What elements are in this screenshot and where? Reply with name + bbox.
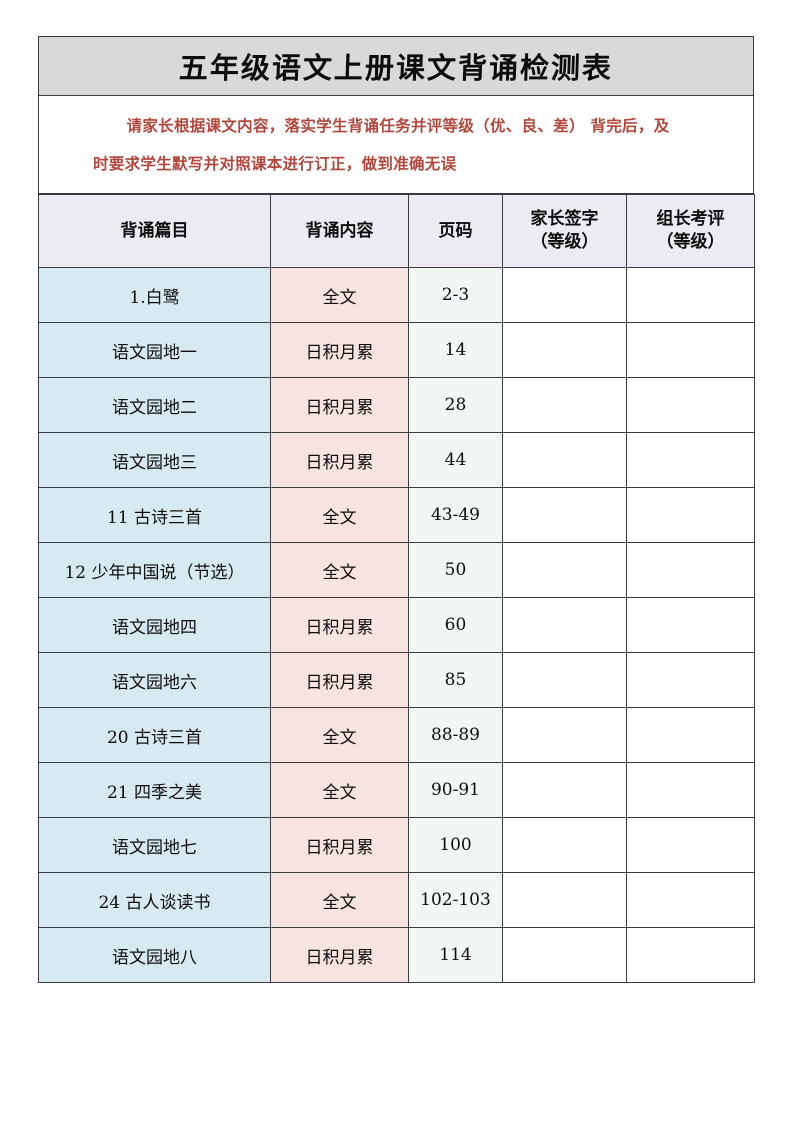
leader-review-cell[interactable] <box>626 762 755 818</box>
parent-signature-cell[interactable] <box>502 267 627 323</box>
column-header-page: 页码 <box>408 194 503 268</box>
leader-review-cell[interactable] <box>626 267 755 323</box>
recitation-title-cell: 20 古诗三首 <box>38 707 271 763</box>
column-header-parent-signature: 家长签字 （等级） <box>502 194 627 268</box>
leader-review-cell[interactable] <box>626 432 755 488</box>
column-header-title: 背诵篇目 <box>38 194 271 268</box>
table-row: 12 少年中国说（节选） 全文 50 <box>38 542 755 598</box>
recitation-title-cell: 语文园地七 <box>38 817 271 873</box>
page-number-cell: 85 <box>408 652 503 708</box>
recitation-check-table: 背诵篇目 背诵内容 页码 家长签字 （等级） 组长考评 （等级） 1.白鹭 全文 2… <box>38 194 755 983</box>
leader-review-cell[interactable] <box>626 322 755 378</box>
page-number-cell: 50 <box>408 542 503 598</box>
recitation-title-cell: 1.白鹭 <box>38 267 271 323</box>
leader-review-cell[interactable] <box>626 652 755 708</box>
recitation-content-cell: 全文 <box>270 487 409 543</box>
page-number-cell: 2-3 <box>408 267 503 323</box>
table-row: 1.白鹭 全文 2-3 <box>38 267 755 323</box>
leader-review-cell[interactable] <box>626 872 755 928</box>
parent-signature-cell[interactable] <box>502 487 627 543</box>
recitation-content-cell: 全文 <box>270 542 409 598</box>
parent-signature-cell[interactable] <box>502 927 627 983</box>
parent-signature-cell[interactable] <box>502 322 627 378</box>
recitation-content-cell: 日积月累 <box>270 927 409 983</box>
leader-review-cell[interactable] <box>626 817 755 873</box>
recitation-content-cell: 日积月累 <box>270 432 409 488</box>
table-row: 20 古诗三首 全文 88-89 <box>38 707 755 763</box>
recitation-title-cell: 语文园地一 <box>38 322 271 378</box>
page-number-cell: 102-103 <box>408 872 503 928</box>
recitation-title-cell: 12 少年中国说（节选） <box>38 542 271 598</box>
recitation-title-cell: 24 古人谈读书 <box>38 872 271 928</box>
table-header-row: 背诵篇目 背诵内容 页码 家长签字 （等级） 组长考评 （等级） <box>38 194 755 268</box>
table-row: 语文园地六 日积月累 85 <box>38 652 755 708</box>
column-header-leader-review: 组长考评 （等级） <box>626 194 755 268</box>
table-row: 语文园地四 日积月累 60 <box>38 597 755 653</box>
page-number-cell: 114 <box>408 927 503 983</box>
page-title: 五年级语文上册课文背诵检测表 <box>178 51 614 85</box>
recitation-content-cell: 日积月累 <box>270 817 409 873</box>
parent-signature-cell[interactable] <box>502 872 627 928</box>
recitation-content-cell: 日积月累 <box>270 322 409 378</box>
table-row: 语文园地七 日积月累 100 <box>38 817 755 873</box>
recitation-title-cell: 语文园地四 <box>38 597 271 653</box>
page-number-cell: 90-91 <box>408 762 503 818</box>
table-row: 语文园地八 日积月累 114 <box>38 927 755 983</box>
column-header-parent-signature-main: 家长签字 <box>530 209 599 230</box>
recitation-title-cell: 21 四季之美 <box>38 762 271 818</box>
notice-line-2: 时要求学生默写并对照课本进行订正，做到准确无误 <box>93 153 457 173</box>
parent-signature-cell[interactable] <box>502 817 627 873</box>
recitation-title-cell: 语文园地八 <box>38 927 271 983</box>
parent-signature-cell[interactable] <box>502 432 627 488</box>
page-number-cell: 88-89 <box>408 707 503 763</box>
column-header-content: 背诵内容 <box>270 194 409 268</box>
leader-review-cell[interactable] <box>626 542 755 598</box>
document-title-banner: 五年级语文上册课文背诵检测表 <box>38 36 754 96</box>
page-number-cell: 43-49 <box>408 487 503 543</box>
parent-signature-cell[interactable] <box>502 762 627 818</box>
recitation-title-cell: 语文园地六 <box>38 652 271 708</box>
column-header-parent-signature-sub: （等级） <box>530 232 599 252</box>
recitation-content-cell: 日积月累 <box>270 597 409 653</box>
parent-signature-cell[interactable] <box>502 707 627 763</box>
table-row: 语文园地一 日积月累 14 <box>38 322 755 378</box>
recitation-title-cell: 语文园地三 <box>38 432 271 488</box>
leader-review-cell[interactable] <box>626 377 755 433</box>
leader-review-cell[interactable] <box>626 707 755 763</box>
table-row: 语文园地三 日积月累 44 <box>38 432 755 488</box>
notice-block: 请家长根据课文内容，落实学生背诵任务并评等级（优、良、差） 背完后，及 时要求学… <box>38 96 754 194</box>
column-header-leader-review-sub: （等级） <box>656 232 725 252</box>
parent-signature-cell[interactable] <box>502 597 627 653</box>
recitation-content-cell: 全文 <box>270 762 409 818</box>
leader-review-cell[interactable] <box>626 597 755 653</box>
notice-line-1: 请家长根据课文内容，落实学生背诵任务并评等级（优、良、差） 背完后，及 <box>126 115 670 135</box>
recitation-title-cell: 11 古诗三首 <box>38 487 271 543</box>
column-header-leader-review-main: 组长考评 <box>656 209 725 230</box>
page-number-cell: 44 <box>408 432 503 488</box>
page-number-cell: 60 <box>408 597 503 653</box>
recitation-content-cell: 全文 <box>270 267 409 323</box>
table-row: 语文园地二 日积月累 28 <box>38 377 755 433</box>
parent-signature-cell[interactable] <box>502 652 627 708</box>
page-number-cell: 14 <box>408 322 503 378</box>
table-body: 1.白鹭 全文 2-3 语文园地一 日积月累 14 语文园地二 日积月累 28 语文园地三 日积月累… <box>38 267 755 983</box>
table-row: 21 四季之美 全文 90-91 <box>38 762 755 818</box>
leader-review-cell[interactable] <box>626 487 755 543</box>
page-number-cell: 100 <box>408 817 503 873</box>
parent-signature-cell[interactable] <box>502 377 627 433</box>
recitation-content-cell: 日积月累 <box>270 652 409 708</box>
table-row: 11 古诗三首 全文 43-49 <box>38 487 755 543</box>
recitation-content-cell: 日积月累 <box>270 377 409 433</box>
page-number-cell: 28 <box>408 377 503 433</box>
recitation-content-cell: 全文 <box>270 707 409 763</box>
recitation-content-cell: 全文 <box>270 872 409 928</box>
recitation-title-cell: 语文园地二 <box>38 377 271 433</box>
leader-review-cell[interactable] <box>626 927 755 983</box>
table-row: 24 古人谈读书 全文 102-103 <box>38 872 755 928</box>
parent-signature-cell[interactable] <box>502 542 627 598</box>
